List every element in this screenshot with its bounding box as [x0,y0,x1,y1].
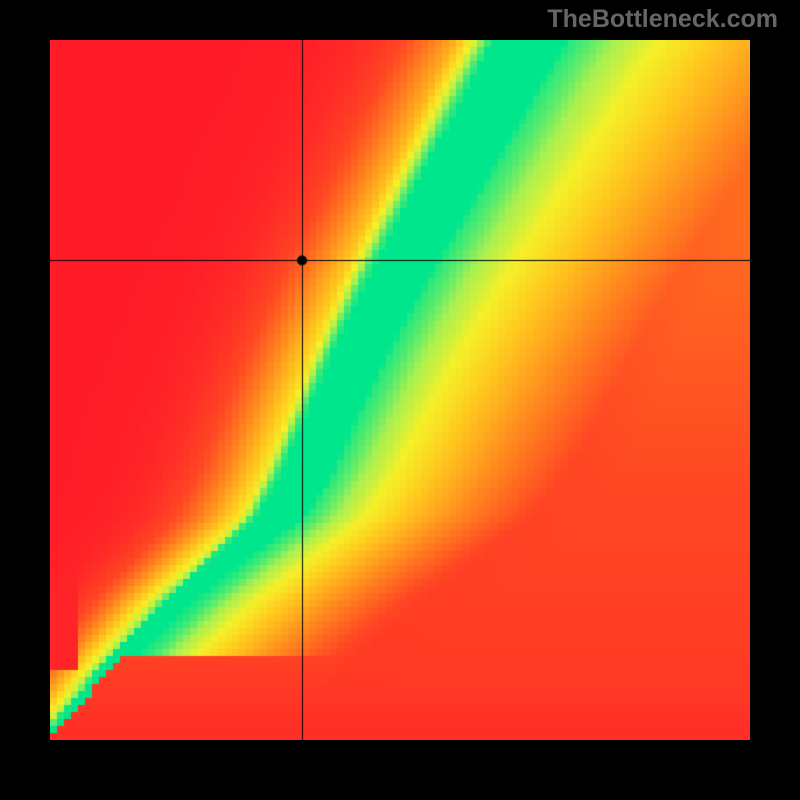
bottleneck-heatmap [50,40,750,740]
chart-container: { "watermark": { "text": "TheBottleneck.… [0,0,800,800]
watermark-text: TheBottleneck.com [547,5,778,34]
